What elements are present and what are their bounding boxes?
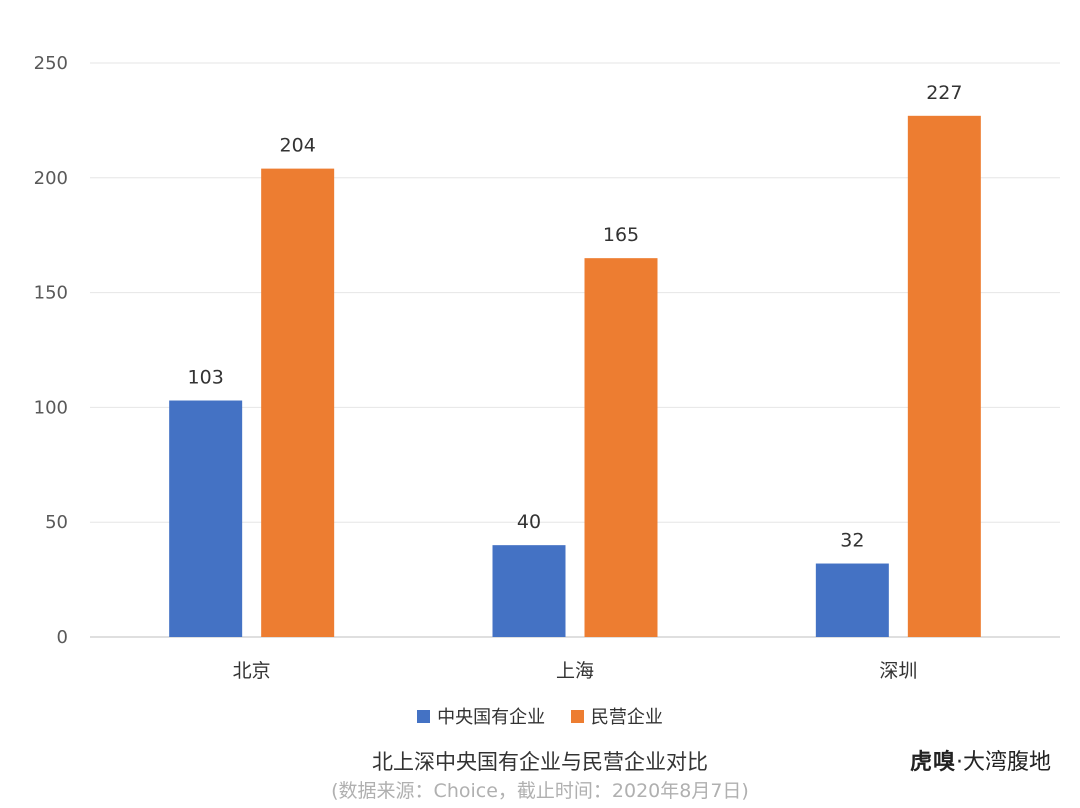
legend-label-private: 民营企业: [590, 707, 663, 728]
y-tick-label: 150: [34, 283, 68, 304]
chart-subtitle: (数据来源：Choice，截止时间：2020年8月7日): [331, 780, 749, 802]
data-label: 204: [280, 135, 316, 157]
legend-item-state: 中央国有企业: [417, 703, 545, 729]
y-tick-label: 100: [34, 397, 68, 418]
legend: 中央国有企业 民营企业: [0, 703, 1080, 729]
data-label: 40: [517, 511, 541, 533]
x-tick-label: 上海: [556, 660, 594, 682]
brand-name: ·大湾腹地: [956, 750, 1052, 775]
brand-logo: 虎嗅·大湾腹地: [910, 744, 1075, 776]
bar-state-0: [169, 400, 243, 637]
data-label: 165: [603, 224, 639, 246]
bar-chart: 0 50 100 150 200 250 103 204 北京 40 165 上海 32 227 深圳: [34, 53, 1060, 682]
legend-swatch-private: [570, 709, 584, 723]
bar-state-1: [492, 545, 566, 637]
data-label: 227: [926, 82, 962, 104]
data-label: 32: [840, 530, 864, 552]
legend-label-state: 中央国有企业: [437, 707, 546, 728]
chart-title: 北上深中央国有企业与民营企业对比: [372, 750, 708, 774]
x-tick-label: 北京: [233, 660, 271, 682]
y-tick-label: 50: [45, 512, 68, 533]
brand-logo-text: 虎嗅: [910, 749, 957, 775]
bar-state-2: [815, 563, 889, 637]
x-tick-label: 深圳: [879, 660, 917, 682]
bar-private-1: [584, 258, 658, 637]
data-label: 103: [188, 367, 224, 389]
legend-item-private: 民营企业: [570, 703, 663, 729]
bar-private-0: [261, 168, 335, 637]
bar-private-2: [907, 115, 981, 638]
y-tick-label: 200: [34, 168, 68, 189]
legend-swatch-state: [417, 709, 431, 723]
y-tick-label: 250: [34, 53, 68, 74]
y-tick-label: 0: [57, 627, 68, 648]
